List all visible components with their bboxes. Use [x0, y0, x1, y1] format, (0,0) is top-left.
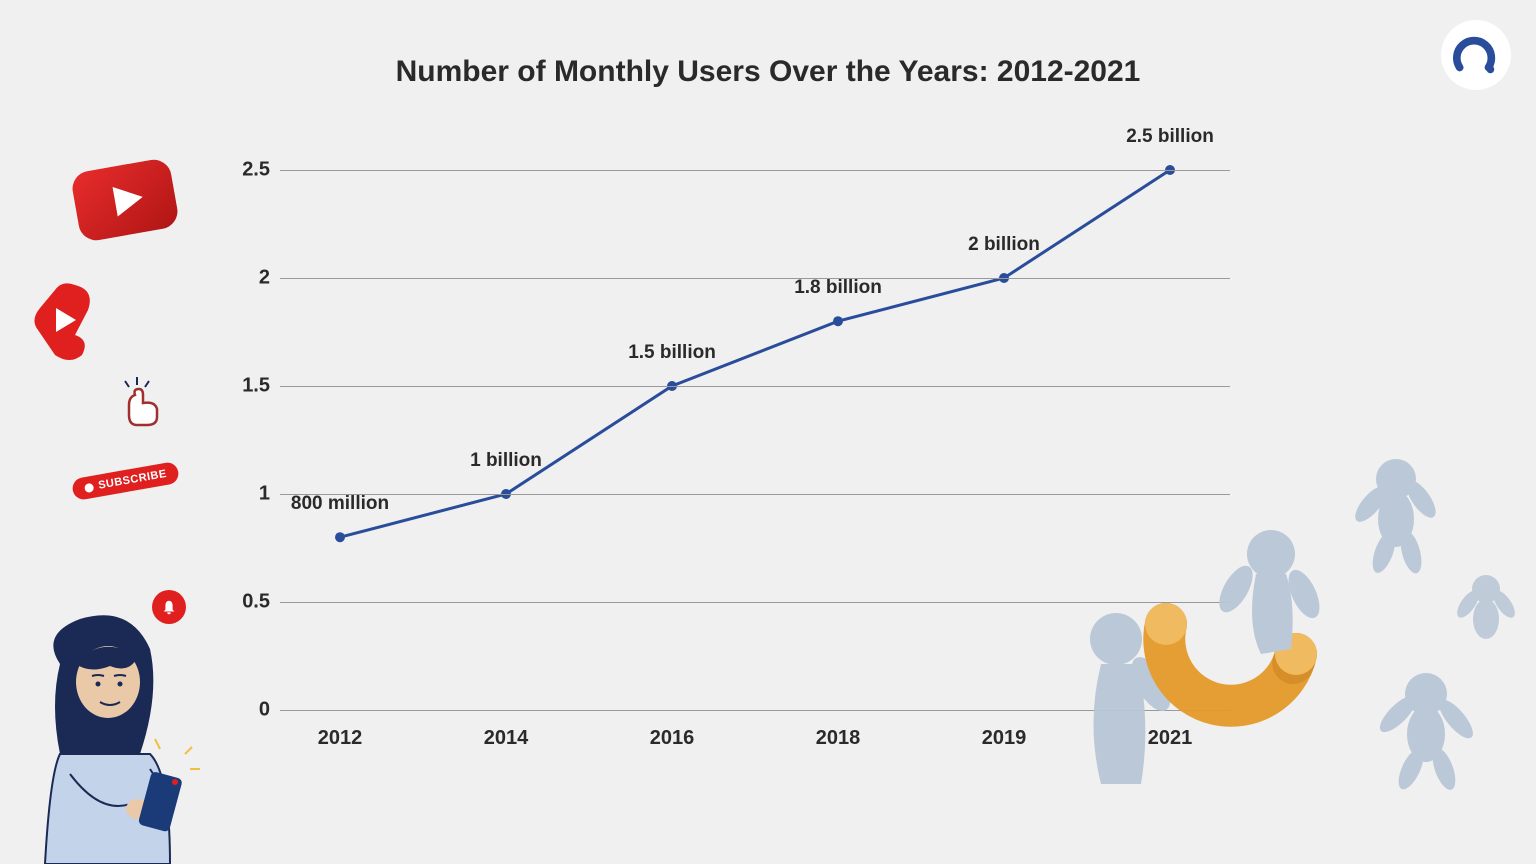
y-tick-label: 1 [230, 483, 270, 506]
data-point-label: 1.5 billion [628, 342, 716, 364]
magnet-people-illustration [1046, 424, 1526, 804]
x-tick-label: 2014 [484, 727, 529, 750]
subscribe-badge: SUBSCRIBE [71, 461, 180, 501]
data-point-label: 2.5 billion [1126, 126, 1214, 148]
x-tick-label: 2012 [318, 727, 363, 750]
y-tick-label: 2.5 [230, 159, 270, 182]
data-point-label: 800 million [291, 493, 389, 515]
subscribe-text: SUBSCRIBE [97, 468, 167, 492]
x-tick-label: 2019 [982, 727, 1027, 750]
y-tick-label: 0 [230, 699, 270, 722]
brand-logo-icon [1452, 31, 1500, 79]
chart-title: Number of Monthly Users Over the Years: … [0, 55, 1536, 89]
subscribe-dot-icon [84, 482, 94, 492]
y-tick-label: 2 [230, 267, 270, 290]
x-tick-label: 2018 [816, 727, 861, 750]
data-marker [833, 316, 843, 326]
person-with-phone-illustration [20, 604, 200, 864]
click-hand-icon [115, 375, 170, 430]
data-point-label: 2 billion [968, 234, 1040, 256]
data-point-label: 1 billion [470, 450, 542, 472]
brand-logo-badge [1441, 20, 1511, 90]
data-marker [335, 532, 345, 542]
x-tick-label: 2016 [650, 727, 695, 750]
gridline [280, 386, 1230, 387]
youtube-icon [70, 157, 181, 243]
data-point-label: 1.8 billion [794, 277, 882, 299]
y-tick-label: 0.5 [230, 591, 270, 614]
y-tick-label: 1.5 [230, 375, 270, 398]
gridline [280, 278, 1230, 279]
gridline [280, 170, 1230, 171]
youtube-shorts-icon [30, 280, 95, 360]
